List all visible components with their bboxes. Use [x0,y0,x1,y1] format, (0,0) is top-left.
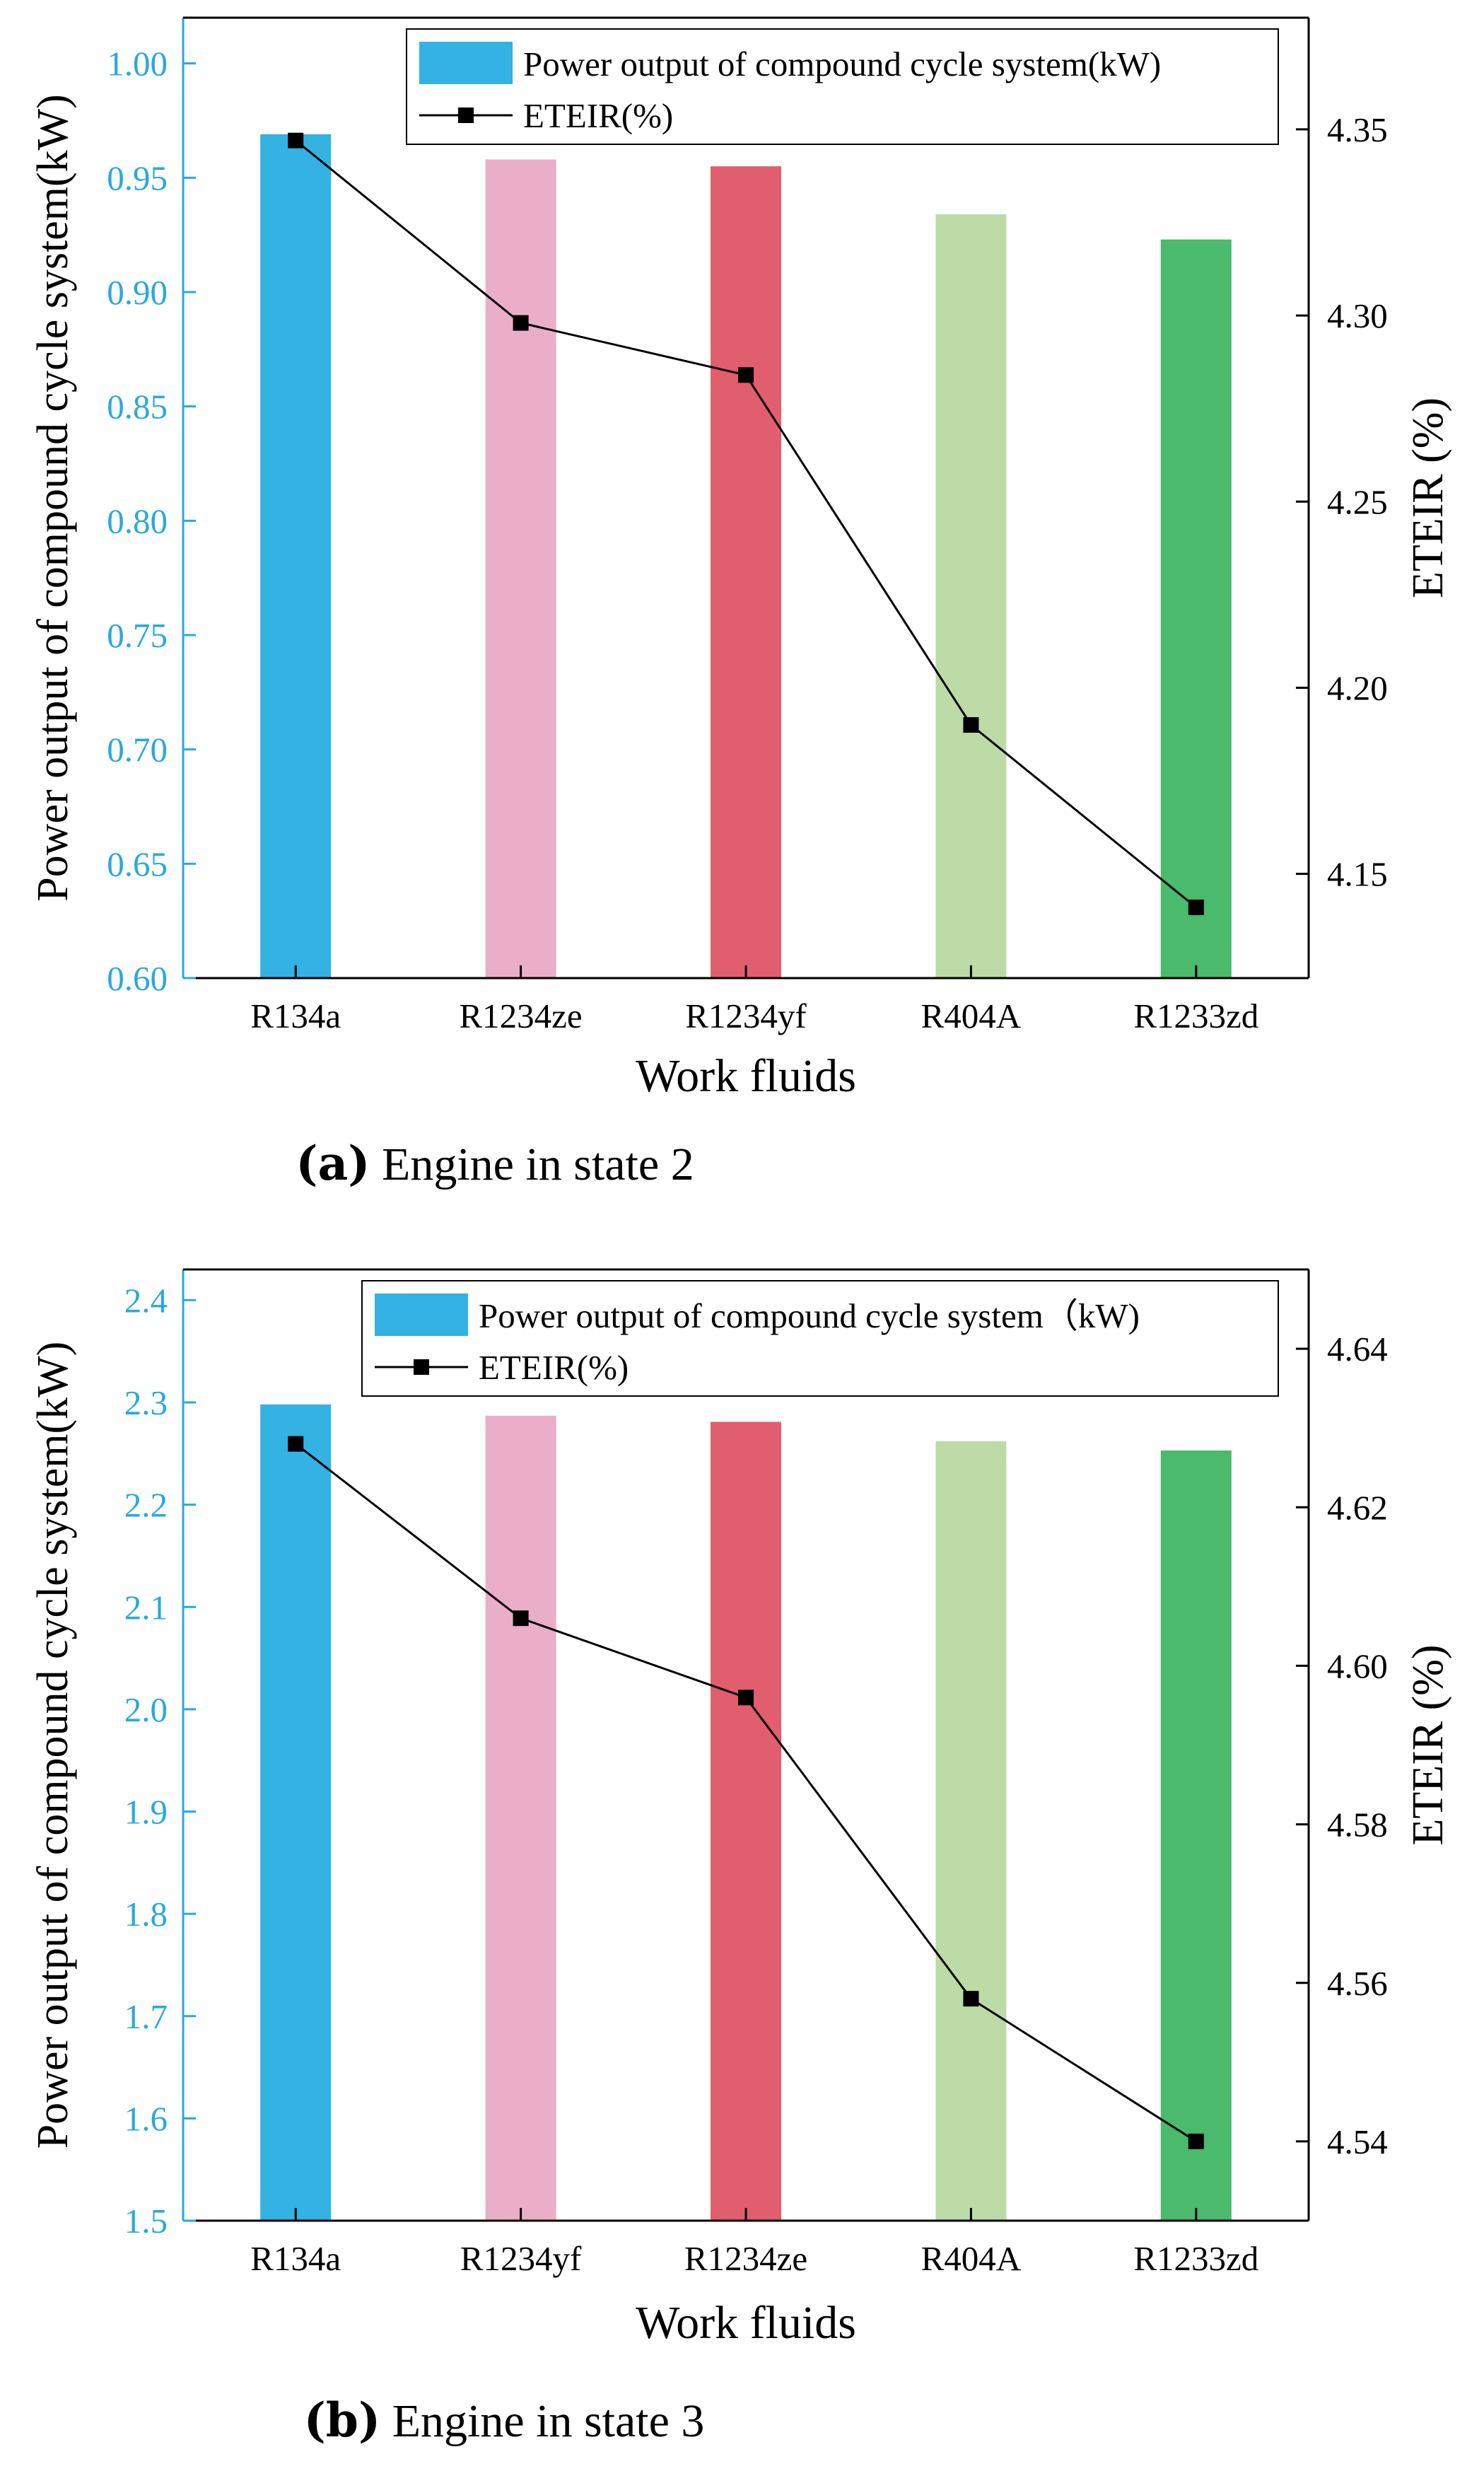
eteir-point-r1234ze [738,1690,754,1706]
legend-line-label: ETEIR(%) [523,96,673,135]
left-tick-label: 1.6 [124,2099,168,2138]
bar-r404a [935,214,1007,979]
bar-r1234yf [485,1415,556,2221]
eteir-point-r1234yf [738,367,754,383]
left-tick-label: 1.00 [107,45,168,83]
eteir-point-r404a [963,1991,979,2007]
bar-r1234ze [485,159,556,978]
legend-box [361,1280,1279,1397]
legend-line-marker [458,107,474,123]
bar-r1234ze [711,1422,781,2221]
left-tick-label: 0.65 [107,844,168,883]
caption-label: (a) [296,1136,370,1191]
left-tick-label: 2.1 [124,1588,168,1627]
left-tick-label: 1.8 [124,1895,168,1934]
x-tick-label: R1234ze [460,996,583,1035]
left-tick-label: 2.0 [124,1690,168,1729]
right-tick-label: 4.20 [1327,668,1388,707]
left-tick-label: 2.3 [124,1383,168,1422]
eteir-point-r1233zd [1188,899,1204,915]
x-tick-label: R134a [250,996,341,1035]
bar-r1233zd [1160,239,1232,979]
legend-box [406,28,1279,145]
x-tick-label: R1234ze [684,2239,807,2278]
left-tick-label: 1.5 [124,2202,168,2240]
left-tick-label: 0.85 [107,388,168,426]
x-tick-label: R404A [921,996,1022,1035]
right-tick-label: 4.30 [1327,296,1388,335]
left-tick-label: 0.95 [107,158,168,197]
bar-r134a [260,1404,332,2221]
bar-r134a [260,134,332,978]
eteir-point-r1234ze [513,315,529,331]
x-tick-label: R1234yf [460,2239,582,2278]
panel-a: 0.60 0.65 0.70 0.75 0.80 0.85 0.90 0.95 1.00 4.15… [29,16,1452,1191]
eteir-point-r404a [963,717,979,733]
right-tick-label: 4.15 [1327,855,1388,894]
right-tick-label: 4.58 [1327,1806,1388,1844]
right-tick-label: 4.54 [1327,2122,1388,2161]
right-tick-label: 4.56 [1327,1964,1388,2003]
caption-label: (b) [304,2393,381,2448]
legend-bar-label: Power output of compound cycle system(kW… [523,45,1161,83]
eteir-point-r1233zd [1188,2133,1204,2149]
left-tick-label: 0.80 [107,501,168,540]
panel-b: 1.5 1.6 1.7 1.8 1.9 2.0 2.1 2.2 2.3 2.4 4.54 4.56 4.… [29,1268,1452,2448]
legend-line-marker [414,1359,429,1375]
eteir-point-r134a [288,132,304,149]
bar-r1234yf [711,166,781,979]
left-axis-title: Power output of compound cycle system(kW… [29,94,77,902]
eteir-point-r1234yf [513,1610,529,1627]
left-tick-label: 2.2 [124,1486,168,1525]
left-tick-label: 0.70 [107,731,168,769]
right-tick-label: 4.25 [1327,482,1388,521]
x-tick-label: R1234yf [685,996,807,1035]
caption-text: Engine in state 3 [392,2395,705,2447]
left-tick-label: 1.7 [124,1997,168,2036]
x-tick-label: R1233zd [1133,2239,1258,2278]
figure-caption: (a) Engine in state 2 [296,1136,694,1191]
left-tick-label: 0.75 [107,616,168,655]
right-axis-title: ETEIR (%) [1404,1644,1452,1845]
right-tick-label: 4.64 [1327,1330,1388,1368]
x-axis-title: Work fluids [636,1050,856,1102]
caption-text: Engine in state 2 [382,1139,694,1190]
right-tick-label: 4.62 [1327,1488,1388,1527]
legend-bar-swatch [419,42,513,84]
eteir-point-r134a [288,1436,304,1452]
left-tick-label: 0.90 [107,273,168,312]
right-tick-label: 4.35 [1327,110,1388,149]
x-tick-label: R404A [921,2239,1022,2278]
figure-caption: (b) Engine in state 3 [304,2393,705,2448]
left-tick-label: 2.4 [124,1281,168,1320]
left-tick-label: 0.60 [107,959,168,998]
left-tick-label: 1.9 [124,1793,168,1832]
x-tick-label: R1233zd [1133,996,1258,1035]
right-axis-title: ETEIR (%) [1404,397,1452,598]
bar-r404a [935,1441,1007,2221]
legend-line-label: ETEIR(%) [479,1348,629,1387]
legend-bar-label: Power output of compound cycle system（kW… [479,1296,1140,1335]
left-axis-title: Power output of compound cycle system(kW… [29,1342,77,2149]
bar-r1233zd [1160,1450,1232,2221]
right-tick-label: 4.60 [1327,1646,1388,1685]
x-tick-label: R134a [250,2239,341,2278]
legend-bar-swatch [375,1294,468,1336]
x-axis-title: Work fluids [636,2297,856,2349]
